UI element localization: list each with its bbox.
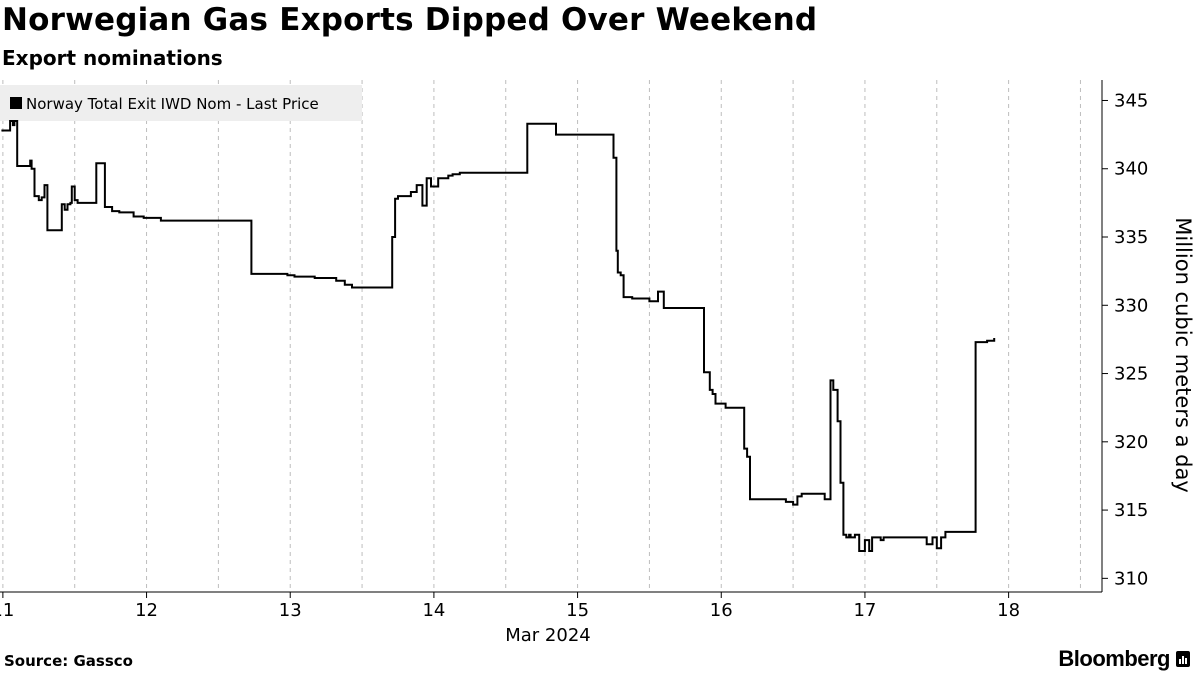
y-tick-label: 315	[1114, 500, 1148, 521]
x-tick-label: 14	[422, 600, 445, 621]
x-axis-title: Mar 2024	[505, 625, 591, 646]
legend: Norway Total Exit IWD Nom - Last Price	[0, 85, 362, 121]
x-tick-label: 12	[135, 600, 158, 621]
bloomberg-logo-icon	[1176, 651, 1190, 667]
chart-subtitle: Export nominations	[2, 46, 223, 70]
y-tick-label: 310	[1114, 568, 1148, 589]
x-tick-label: 17	[853, 600, 876, 621]
brand-name: Bloomberg	[1058, 646, 1170, 671]
legend-label: Norway Total Exit IWD Nom - Last Price	[26, 95, 319, 113]
x-tick-label: 13	[279, 600, 302, 621]
series-layer	[1, 120, 996, 552]
y-axis: 310 315 320 325 330 335 340 345	[1101, 80, 1148, 592]
y-axis-title: Million cubic meters a day	[1171, 217, 1195, 492]
series-line	[1, 120, 996, 552]
y-tick-label: 330	[1114, 295, 1148, 316]
legend-swatch	[10, 97, 22, 109]
gridlines	[2, 80, 1081, 592]
x-axis: 11 12 13 14 15 16 17 18	[0, 591, 1102, 621]
y-tick-label: 335	[1114, 227, 1148, 248]
y-tick-label: 340	[1114, 159, 1148, 180]
x-tick-label: 18	[997, 600, 1020, 621]
source-note: Source: Gassco	[4, 652, 133, 670]
chart-title: Norwegian Gas Exports Dipped Over Weeken…	[2, 2, 818, 38]
brand: Bloomberg	[1058, 646, 1190, 672]
x-tick-label: 15	[566, 600, 589, 621]
x-tick-label: 11	[0, 600, 14, 621]
legend-box	[0, 85, 362, 121]
y-tick-label: 325	[1114, 364, 1148, 385]
y-tick-label: 320	[1114, 432, 1148, 453]
x-tick-label: 16	[710, 600, 733, 621]
y-tick-label: 345	[1114, 90, 1148, 111]
